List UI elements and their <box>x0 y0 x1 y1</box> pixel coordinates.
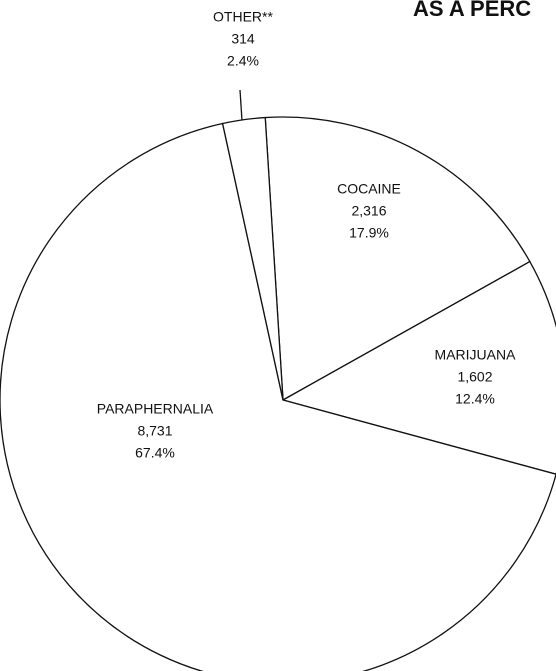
value-label: 8,731 <box>137 423 172 439</box>
pie-slice <box>221 116 284 401</box>
slice-label: PARAPHERNALIA <box>97 401 214 417</box>
value-label: 1,602 <box>457 369 492 385</box>
value-label: 314 <box>231 31 255 47</box>
percent-label: 17.9% <box>349 225 389 241</box>
pie-slice <box>281 260 556 475</box>
percent-label: 67.4% <box>135 445 175 461</box>
chart-title: AS A PERC <box>413 0 531 21</box>
pie-slice <box>264 116 531 402</box>
slice-label: OTHER** <box>213 9 273 25</box>
value-label: 2,316 <box>351 203 386 219</box>
percent-label: 2.4% <box>227 53 259 69</box>
slice-label: MARIJUANA <box>435 347 517 363</box>
percent-label: 12.4% <box>455 391 495 407</box>
pie-slice <box>0 122 556 671</box>
slice-label: COCAINE <box>337 181 401 197</box>
